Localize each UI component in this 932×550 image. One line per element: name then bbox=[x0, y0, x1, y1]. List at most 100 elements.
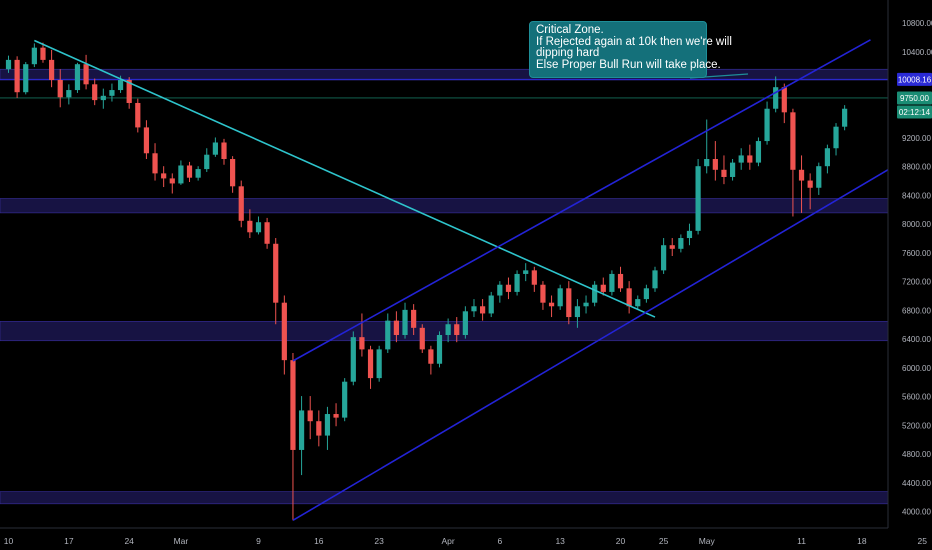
candle bbox=[807, 173, 813, 210]
candle-body bbox=[298, 410, 305, 450]
candle bbox=[221, 138, 227, 165]
candle bbox=[376, 345, 382, 382]
candle bbox=[5, 55, 12, 73]
candle bbox=[419, 324, 425, 353]
time-axis[interactable]: 10 17 24 Mar 9 16 23 Apr 6 13 20 25 May 11 18 25 bbox=[0, 527, 927, 546]
candle bbox=[686, 223, 693, 246]
critical-zone-callout[interactable]: Critical Zone. If Rejected again at 10k … bbox=[529, 21, 732, 78]
candle bbox=[574, 299, 581, 328]
time-tick-label: 13 bbox=[555, 536, 565, 546]
time-tick-label: 16 bbox=[314, 536, 324, 546]
candle bbox=[747, 144, 753, 170]
candle-body bbox=[729, 162, 736, 177]
price-tick-label: 4800.00 bbox=[902, 450, 931, 459]
price-tick-label: 10400.00 bbox=[902, 48, 932, 57]
candle bbox=[445, 318, 451, 343]
candle bbox=[385, 313, 391, 353]
candle-body bbox=[721, 169, 727, 177]
candle-body bbox=[178, 165, 184, 184]
candle-body bbox=[600, 284, 606, 292]
candle-body bbox=[186, 165, 193, 178]
candle bbox=[505, 277, 512, 300]
candle bbox=[798, 155, 805, 213]
price-label: 9750.00 bbox=[897, 91, 932, 105]
candle-body bbox=[574, 306, 581, 318]
price-label-text: 02:12:14 bbox=[899, 108, 931, 117]
candle-body bbox=[169, 178, 175, 184]
candle-body bbox=[367, 349, 374, 379]
candle bbox=[626, 281, 632, 314]
candle-body bbox=[626, 288, 632, 307]
candle-body bbox=[445, 324, 451, 336]
candle-body bbox=[40, 47, 46, 60]
candle-body bbox=[514, 273, 520, 292]
price-tick-label: 9200.00 bbox=[902, 134, 931, 143]
candle-body bbox=[540, 284, 546, 303]
candle-body bbox=[617, 273, 624, 289]
candle bbox=[212, 137, 218, 157]
candle-body bbox=[790, 112, 796, 170]
candle bbox=[781, 83, 787, 124]
candle-body bbox=[66, 90, 72, 98]
candle bbox=[66, 84, 72, 105]
candle-body bbox=[678, 238, 684, 249]
candle bbox=[497, 281, 503, 303]
trendline-channel-upper[interactable] bbox=[292, 39, 871, 362]
candle-body bbox=[281, 302, 287, 361]
candle-body bbox=[74, 64, 81, 91]
callout-line-4: Else Proper Bull Run will take place. bbox=[536, 58, 721, 71]
candle-body bbox=[419, 327, 425, 350]
time-tick-label: 23 bbox=[374, 536, 384, 546]
candle-body bbox=[661, 245, 667, 271]
candle-body bbox=[635, 299, 641, 307]
time-tick-label: 18 bbox=[857, 536, 867, 546]
candle bbox=[755, 137, 762, 167]
time-tick-label: 24 bbox=[124, 536, 134, 546]
candle-body bbox=[135, 102, 141, 128]
zone-band-0 bbox=[0, 68, 889, 81]
candle bbox=[704, 119, 710, 174]
trendline-descending-resistance[interactable] bbox=[34, 39, 656, 318]
candle-body bbox=[488, 295, 494, 314]
price-tick-label: 10800.00 bbox=[902, 19, 932, 28]
candle bbox=[247, 209, 253, 239]
candle bbox=[488, 291, 494, 318]
candle bbox=[411, 304, 417, 336]
candle-body bbox=[557, 288, 563, 307]
candle bbox=[643, 284, 649, 303]
candle bbox=[592, 281, 598, 307]
candle-body bbox=[686, 230, 693, 239]
candle bbox=[273, 238, 279, 325]
candle bbox=[109, 83, 115, 102]
candle bbox=[721, 155, 727, 185]
candle-body bbox=[195, 169, 201, 178]
candle-body bbox=[807, 180, 813, 188]
candle-body bbox=[497, 284, 503, 296]
candle-body bbox=[712, 159, 718, 170]
candle-body bbox=[92, 84, 98, 101]
candle-body bbox=[204, 154, 210, 170]
candle bbox=[307, 396, 313, 440]
candle bbox=[764, 101, 770, 145]
candle-body bbox=[126, 80, 132, 103]
candle bbox=[790, 108, 796, 217]
candle bbox=[617, 266, 624, 292]
candle-body bbox=[83, 64, 89, 85]
candle bbox=[31, 43, 37, 68]
price-label: 10008.16 bbox=[897, 72, 932, 86]
trendline-channel-lower[interactable] bbox=[292, 154, 915, 522]
candle bbox=[238, 180, 244, 228]
candle bbox=[566, 281, 572, 325]
candle bbox=[480, 299, 486, 321]
candle-body bbox=[264, 222, 270, 244]
candle bbox=[143, 120, 150, 160]
price-tick-label: 7600.00 bbox=[902, 249, 931, 258]
candle bbox=[523, 263, 529, 282]
candle-body bbox=[117, 80, 124, 91]
trendlines[interactable] bbox=[34, 39, 915, 522]
candle-body bbox=[5, 59, 12, 70]
candle-body bbox=[471, 306, 477, 312]
candle-body bbox=[316, 421, 322, 436]
candle bbox=[540, 281, 546, 310]
